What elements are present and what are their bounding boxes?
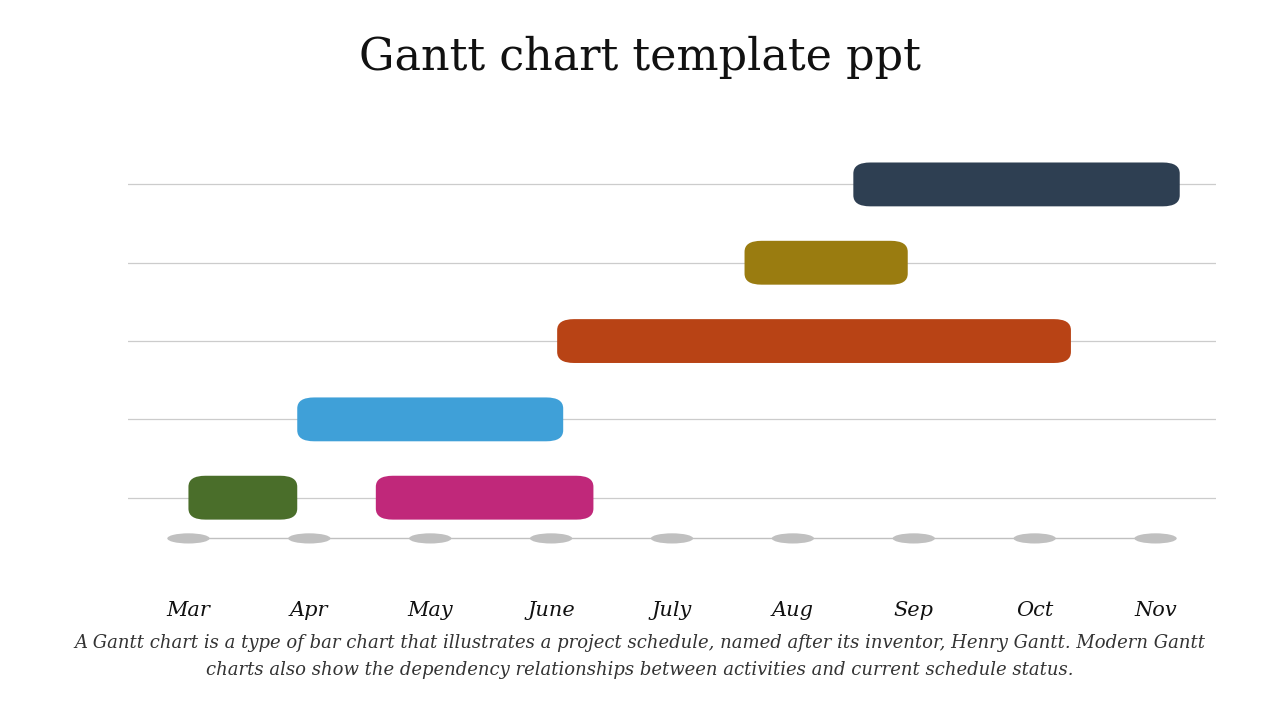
Ellipse shape (168, 534, 210, 544)
FancyBboxPatch shape (188, 476, 297, 520)
FancyBboxPatch shape (854, 163, 1180, 207)
Ellipse shape (650, 534, 694, 544)
Text: A Gantt chart is a type of bar chart that illustrates a project schedule, named : A Gantt chart is a type of bar chart tha… (74, 634, 1206, 680)
Text: Gantt chart template ppt: Gantt chart template ppt (360, 36, 920, 79)
FancyBboxPatch shape (745, 240, 908, 284)
Ellipse shape (410, 534, 452, 544)
FancyBboxPatch shape (376, 476, 594, 520)
Ellipse shape (530, 534, 572, 544)
Ellipse shape (772, 534, 814, 544)
FancyBboxPatch shape (297, 397, 563, 441)
Ellipse shape (288, 534, 330, 544)
Ellipse shape (1134, 534, 1176, 544)
Ellipse shape (1014, 534, 1056, 544)
FancyBboxPatch shape (557, 319, 1071, 363)
Ellipse shape (892, 534, 934, 544)
